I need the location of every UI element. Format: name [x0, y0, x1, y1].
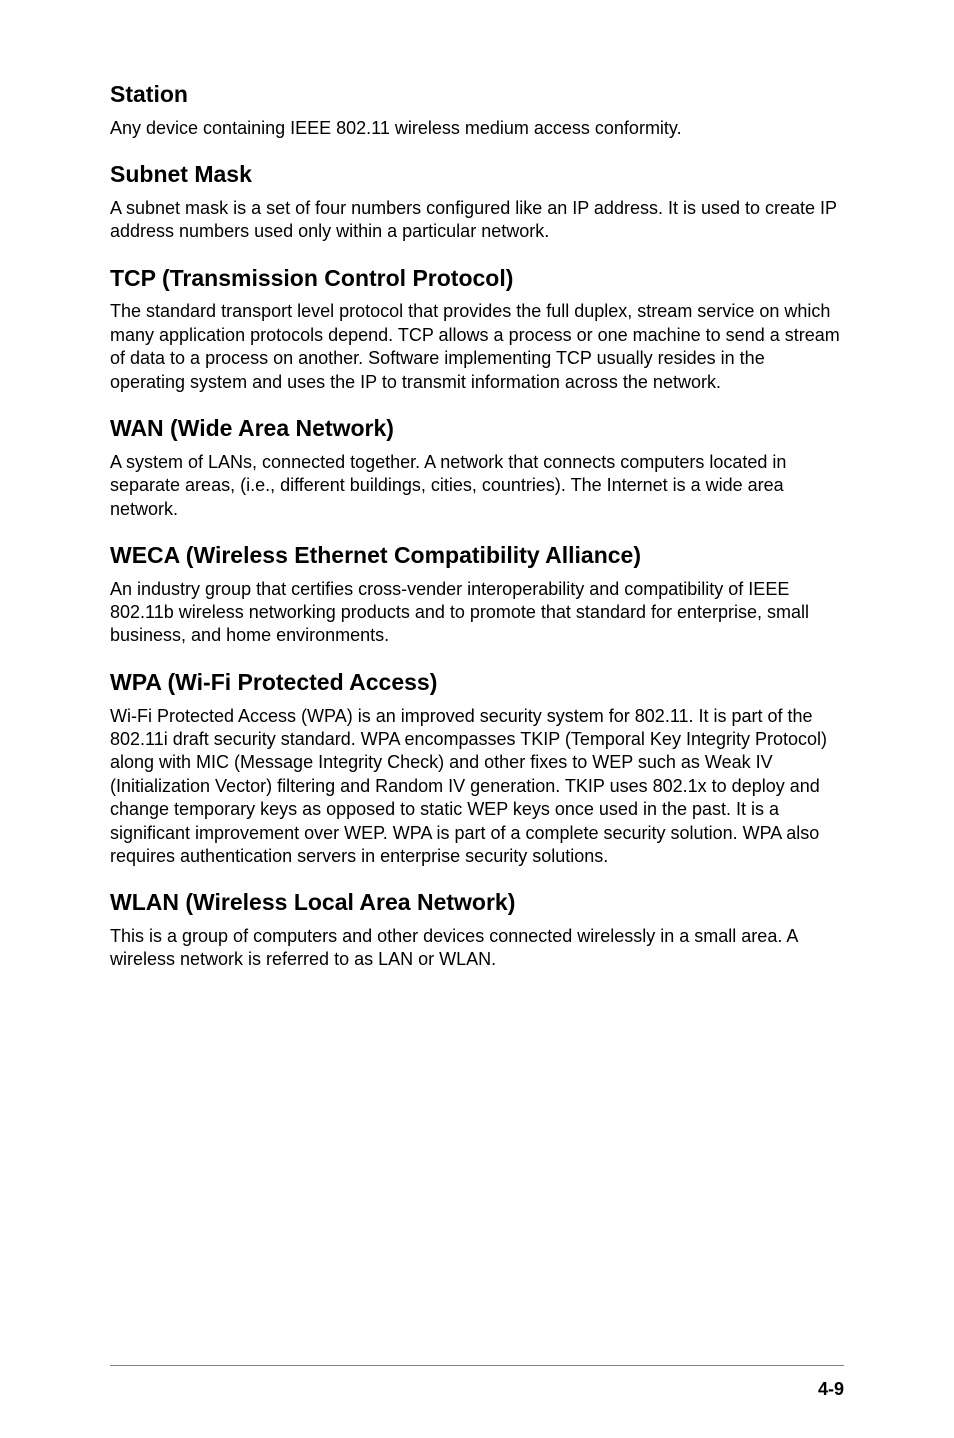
glossary-entry: TCP (Transmission Control Protocol) The … — [110, 264, 844, 394]
footer-divider — [110, 1365, 844, 1366]
entry-body: Wi-Fi Protected Access (WPA) is an impro… — [110, 705, 844, 869]
entry-body: The standard transport level protocol th… — [110, 300, 844, 394]
entry-body: Any device containing IEEE 802.11 wirele… — [110, 117, 844, 140]
page-number: 4-9 — [818, 1379, 844, 1400]
entry-title: Subnet Mask — [110, 160, 844, 189]
entry-title: TCP (Transmission Control Protocol) — [110, 264, 844, 293]
glossary-entry: WECA (Wireless Ethernet Compatibility Al… — [110, 541, 844, 648]
glossary-entry: Station Any device containing IEEE 802.1… — [110, 80, 844, 140]
entry-body: This is a group of computers and other d… — [110, 925, 844, 972]
entry-title: Station — [110, 80, 844, 109]
entry-title: WLAN (Wireless Local Area Network) — [110, 888, 844, 917]
entry-title: WECA (Wireless Ethernet Compatibility Al… — [110, 541, 844, 570]
entry-body: A system of LANs, connected together. A … — [110, 451, 844, 521]
page-container: Station Any device containing IEEE 802.1… — [0, 0, 954, 1438]
glossary-entry: Subnet Mask A subnet mask is a set of fo… — [110, 160, 844, 244]
glossary-entry: WPA (Wi-Fi Protected Access) Wi-Fi Prote… — [110, 668, 844, 868]
entry-title: WAN (Wide Area Network) — [110, 414, 844, 443]
glossary-entry: WLAN (Wireless Local Area Network) This … — [110, 888, 844, 972]
entry-body: A subnet mask is a set of four numbers c… — [110, 197, 844, 244]
glossary-entry: WAN (Wide Area Network) A system of LANs… — [110, 414, 844, 521]
entry-body: An industry group that certifies cross-v… — [110, 578, 844, 648]
entry-title: WPA (Wi-Fi Protected Access) — [110, 668, 844, 697]
